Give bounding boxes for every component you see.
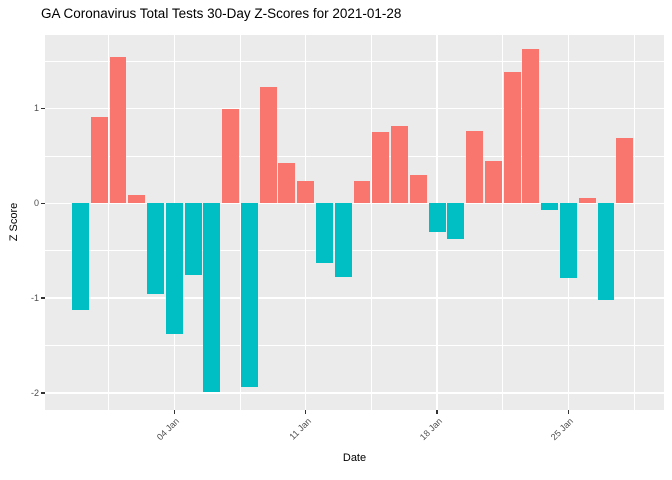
bar-positive <box>391 125 408 204</box>
x-tick-mark <box>305 410 307 414</box>
y-tick-mark <box>41 202 45 204</box>
y-tick-mark <box>41 297 45 299</box>
bar-positive <box>503 72 521 204</box>
bar-negative <box>316 203 333 264</box>
bar-positive <box>90 116 108 204</box>
major-gridline-h <box>45 107 664 110</box>
bar-positive <box>616 137 634 204</box>
bar-negative <box>597 203 615 300</box>
minor-gridline-v <box>239 34 241 410</box>
bar-negative <box>147 203 164 295</box>
y-tick-label: -1 <box>30 293 39 304</box>
y-tick-label: 0 <box>33 198 39 209</box>
bar-negative <box>334 203 352 278</box>
bar-negative <box>165 203 183 335</box>
y-tick-mark <box>41 392 45 394</box>
bar-negative <box>447 203 465 240</box>
bar-positive <box>409 174 427 204</box>
minor-gridline-v <box>371 34 372 410</box>
minor-gridline-h <box>45 60 664 62</box>
bar-positive <box>222 109 240 204</box>
y-tick-label: 1 <box>33 103 39 114</box>
bar-negative <box>184 203 202 276</box>
minor-gridline-v <box>633 34 635 410</box>
bar-positive <box>109 57 127 204</box>
y-tick-label: -2 <box>30 387 39 398</box>
x-tick-mark <box>173 410 175 414</box>
major-gridline-v <box>305 34 307 410</box>
bar-negative <box>72 203 89 311</box>
y-tick-mark <box>41 107 45 110</box>
x-tick-label: 25 Jan <box>549 416 576 443</box>
bar-positive <box>484 160 502 204</box>
bar-negative <box>240 203 258 388</box>
bar-negative <box>203 203 221 392</box>
bar-positive <box>128 194 146 204</box>
chart-title: GA Coronavirus Total Tests 30-Day Z-Scor… <box>41 6 402 21</box>
bar-negative <box>428 203 446 232</box>
minor-gridline-h <box>45 345 664 346</box>
bar-positive <box>522 48 540 204</box>
minor-gridline-h <box>45 155 664 157</box>
minor-gridline-h <box>45 250 664 252</box>
x-tick-mark <box>436 410 438 414</box>
bar-positive <box>372 132 390 204</box>
bar-positive <box>297 180 315 204</box>
bar-negative <box>541 203 559 210</box>
x-tick-label: 18 Jan <box>417 416 445 443</box>
minor-gridline-v <box>502 34 504 410</box>
x-tick-label: 11 Jan <box>287 416 313 442</box>
bar-positive <box>353 180 371 204</box>
bar-positive <box>259 86 277 204</box>
bar-positive <box>578 197 596 204</box>
bar-negative <box>560 203 577 279</box>
major-gridline-h <box>45 297 664 299</box>
x-tick-mark <box>567 410 570 414</box>
plot-panel <box>45 34 664 410</box>
major-gridline-h <box>45 392 664 394</box>
bar-positive <box>278 162 296 204</box>
minor-gridline-v <box>108 34 109 410</box>
major-gridline-h <box>45 202 664 204</box>
x-tick-label: 04 Jan <box>155 416 182 443</box>
x-axis-title: Date <box>342 452 367 464</box>
bar-positive <box>466 131 484 204</box>
